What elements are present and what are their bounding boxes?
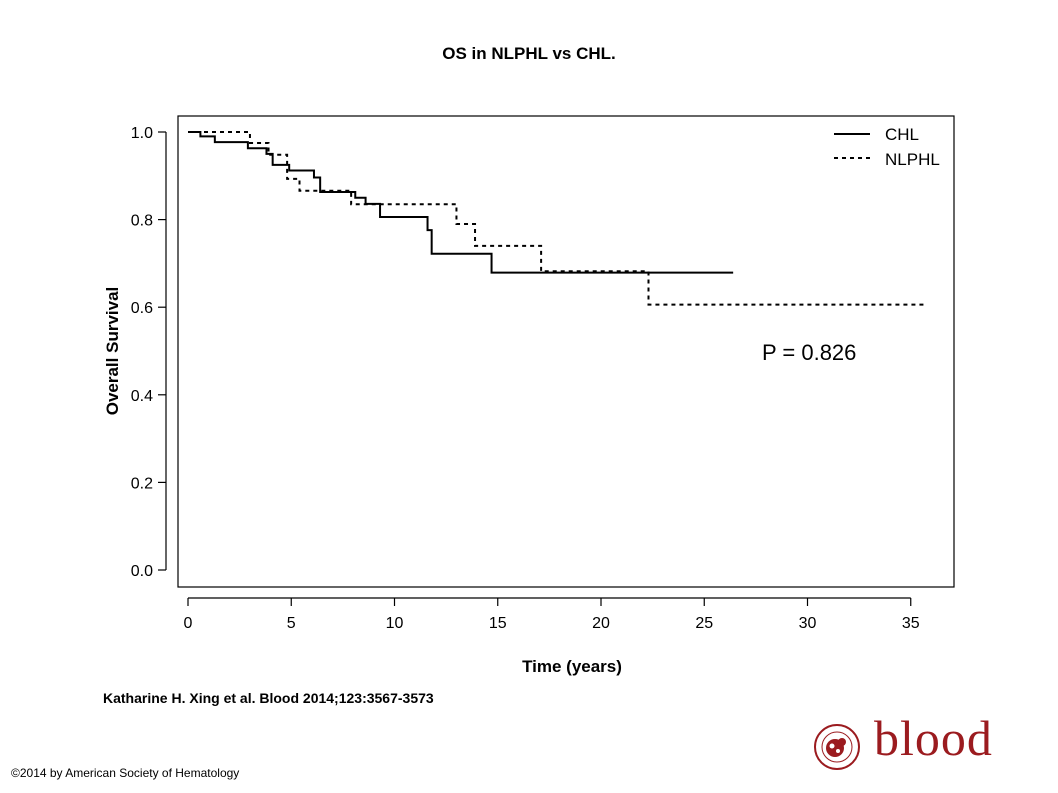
x-tick-label: 15 — [489, 615, 507, 632]
x-tick-label: 10 — [386, 615, 404, 632]
y-axis-label: Overall Survival — [103, 287, 122, 416]
x-tick-label: 20 — [592, 615, 610, 632]
x-tick-label: 0 — [184, 615, 193, 632]
y-tick-label: 1.0 — [131, 125, 153, 142]
y-tick-label: 0.2 — [131, 475, 153, 492]
legend-label-nlphl: NLPHL — [885, 150, 940, 169]
series-line-chl — [188, 131, 734, 274]
axes: 0 5 10 15 20 25 30 35 0.0 0.2 0.4 0.6 0.8 1.0 — [131, 125, 920, 632]
legend: CHL NLPHL — [834, 125, 940, 169]
y-tick-label: 0.8 — [131, 213, 153, 230]
ash-seal-icon — [814, 724, 860, 770]
y-tick-label: 0.0 — [131, 563, 153, 580]
copyright-notice: ©2014 by American Society of Hematology — [11, 766, 240, 780]
y-tick-label: 0.6 — [131, 300, 153, 317]
blood-wordmark: blood — [874, 710, 993, 766]
x-tick-label: 25 — [695, 615, 713, 632]
survival-chart: 0 5 10 15 20 25 30 35 0.0 0.2 0.4 0.6 0.8 1.0 CHL NLP… — [103, 115, 955, 676]
p-value-annotation: P = 0.826 — [762, 340, 856, 365]
legend-label-chl: CHL — [885, 125, 919, 144]
citation: Katharine H. Xing et al. Blood 2014;123:… — [103, 690, 434, 706]
x-axis-label: Time (years) — [522, 657, 622, 676]
plot-frame — [177, 115, 955, 588]
blood-logo: blood — [812, 710, 1002, 772]
series-lines — [188, 131, 926, 306]
x-tick-label: 35 — [902, 615, 920, 632]
series-line-nlphl — [188, 131, 926, 306]
x-tick-label: 5 — [287, 615, 296, 632]
y-tick-label: 0.4 — [131, 388, 153, 405]
slide-title: OS in NLPHL vs CHL. — [442, 44, 616, 63]
x-tick-label: 30 — [799, 615, 817, 632]
